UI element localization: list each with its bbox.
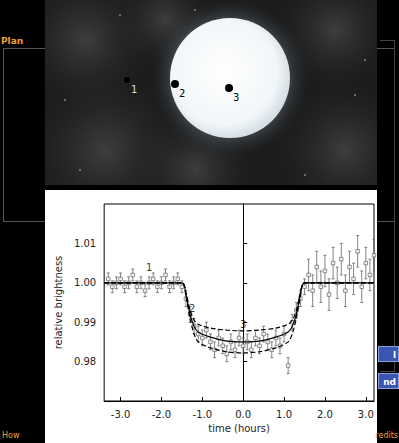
svg-text:1: 1	[131, 84, 137, 95]
html-text:l: l	[392, 350, 396, 360]
svg-text:1.01: 1.01	[74, 238, 96, 249]
svg-text:1: 1	[146, 262, 152, 273]
svg-text:3.0: 3.0	[358, 409, 374, 420]
svg-text:3: 3	[240, 319, 246, 330]
html-text:redits: redits	[375, 431, 398, 440]
svg-text:-2.0: -2.0	[152, 409, 172, 420]
svg-text:relative brightness: relative brightness	[53, 256, 64, 350]
svg-text:-1.0: -1.0	[193, 409, 213, 420]
svg-text:2: 2	[188, 302, 196, 314]
svg-text:1.00: 1.00	[74, 277, 96, 288]
html-text:nd: nd	[383, 377, 396, 387]
html-text:Plan: Plan	[1, 36, 24, 46]
svg-text:1.0: 1.0	[276, 409, 292, 420]
svg-text:3: 3	[233, 92, 239, 103]
svg-text:0.0: 0.0	[235, 409, 251, 420]
svg-text:0.99: 0.99	[74, 317, 96, 328]
svg-text:2: 2	[179, 88, 185, 99]
svg-text:time (hours): time (hours)	[208, 423, 270, 434]
html-text:How: How	[2, 431, 20, 440]
svg-text:0.98: 0.98	[74, 356, 96, 367]
svg-text:2.0: 2.0	[317, 409, 333, 420]
svg-text:-3.0: -3.0	[111, 409, 131, 420]
